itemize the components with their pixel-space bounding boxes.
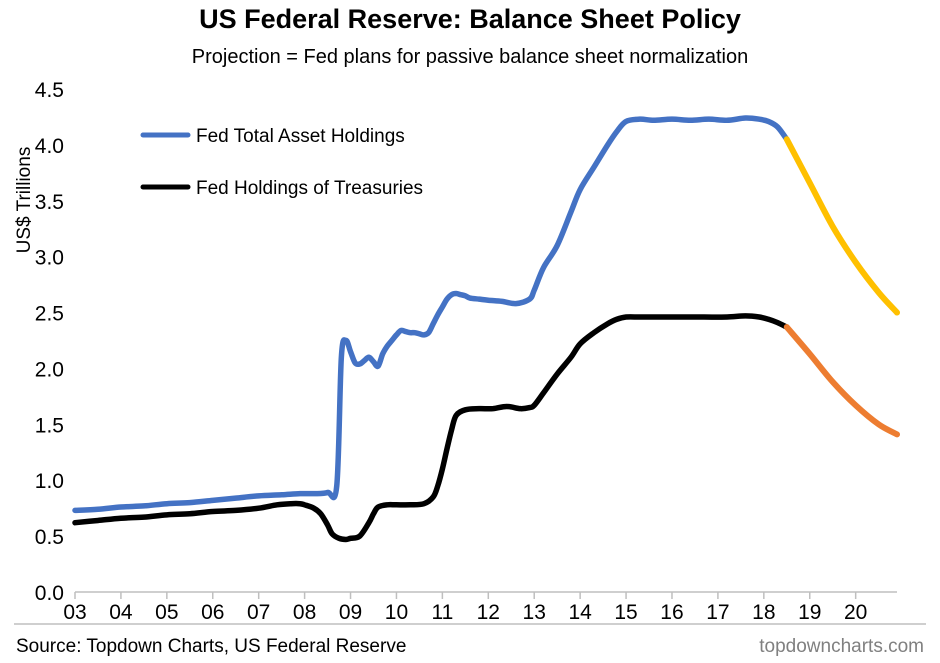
x-axis-tick-label: 07 xyxy=(247,601,270,624)
x-axis-tick-label: 06 xyxy=(201,601,224,624)
x-axis-tick-label: 04 xyxy=(109,601,133,624)
watermark-link[interactable]: topdowncharts.com xyxy=(759,636,924,657)
x-axis-tick-label: 03 xyxy=(63,601,86,624)
series-line xyxy=(783,136,900,316)
chart-subtitle: Projection = Fed plans for passive balan… xyxy=(192,46,748,68)
x-axis-tick-label: 10 xyxy=(385,601,408,624)
x-axis-tick-label: 16 xyxy=(660,601,683,624)
chart-title: US Federal Reserve: Balance Sheet Policy xyxy=(199,4,741,34)
x-axis-tick-label: 11 xyxy=(431,601,453,624)
y-axis-tick-label: 3.0 xyxy=(35,247,64,270)
x-axis-tick-label: 14 xyxy=(568,601,592,624)
x-axis-tick-label: 18 xyxy=(752,601,775,624)
x-axis-tick-label: 17 xyxy=(706,601,729,624)
x-axis-tick-labels: 03 04 05 06 07 08 09 10 11 12 13 14 15 16 17 18 19 20 xyxy=(63,601,867,624)
y-axis-tick-label: 3.5 xyxy=(35,191,64,214)
x-axis-tick-label: 15 xyxy=(614,601,637,624)
y-axis-tick-label: 4.0 xyxy=(35,135,64,158)
legend-label-treasuries: Fed Holdings of Treasuries xyxy=(196,178,423,199)
series-line xyxy=(783,324,900,438)
x-axis-tick-marks xyxy=(74,592,857,599)
y-axis-tick-labels: 0.0 0.5 1.0 1.5 2.0 2.5 3.0 3.5 4.0 4.5 xyxy=(35,79,64,605)
y-axis-tick-label: 0.0 xyxy=(35,582,64,605)
y-axis-title: US$ Trillions xyxy=(14,147,35,254)
series-line xyxy=(72,115,790,514)
y-axis-tick-label: 2.0 xyxy=(35,358,64,381)
legend: Fed Total Asset Holdings Fed Holdings of… xyxy=(140,126,423,199)
x-axis-tick-label: 13 xyxy=(523,601,546,624)
y-axis-tick-label: 0.5 xyxy=(35,526,64,549)
y-axis-tick-label: 4.5 xyxy=(35,79,64,102)
y-axis-tick-label: 1.5 xyxy=(35,414,64,437)
legend-label-total-assets: Fed Total Asset Holdings xyxy=(196,126,405,147)
x-axis-tick-label: 20 xyxy=(844,601,867,624)
x-axis-tick-label: 08 xyxy=(293,601,316,624)
y-axis-tick-label: 2.5 xyxy=(35,303,64,326)
source-note: Source: Topdown Charts, US Federal Reser… xyxy=(16,636,406,657)
x-axis-tick-label: 09 xyxy=(339,601,362,624)
x-axis-tick-label: 19 xyxy=(798,601,821,624)
y-axis-tick-label: 1.0 xyxy=(35,470,64,493)
series-lines xyxy=(72,115,900,543)
x-axis-tick-label: 12 xyxy=(477,601,500,624)
series-line xyxy=(72,313,790,543)
x-axis-tick-label: 05 xyxy=(155,601,178,624)
